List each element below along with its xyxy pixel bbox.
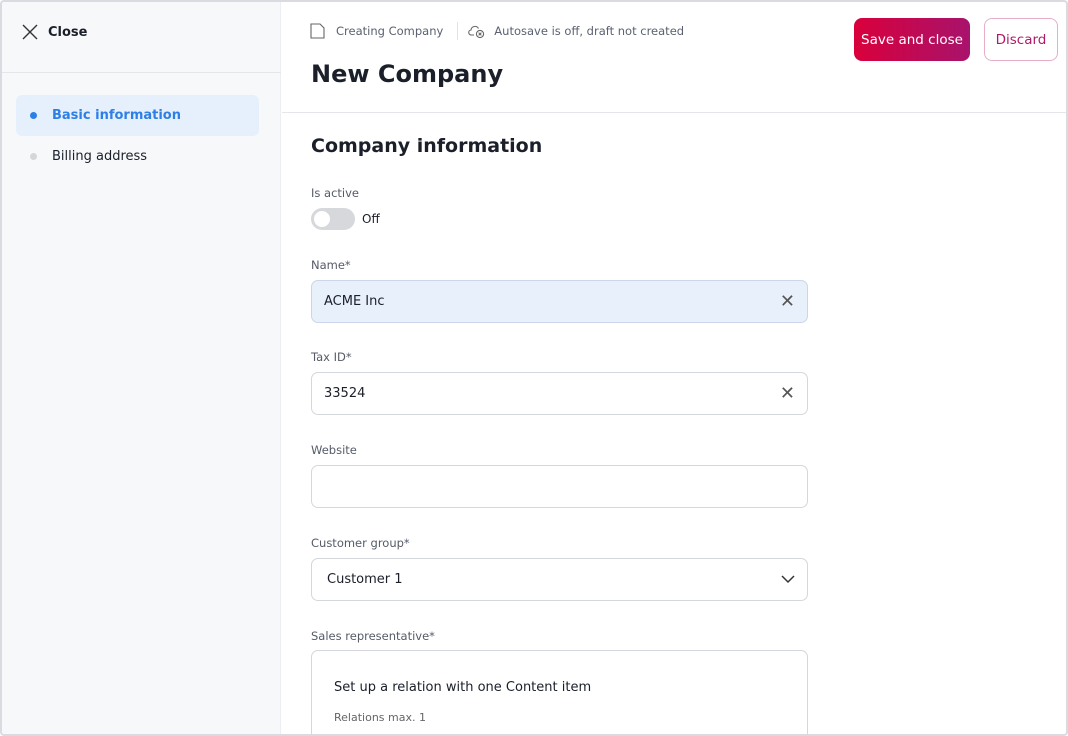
sales-rep-label: Sales representative*	[311, 629, 435, 643]
discard-button[interactable]: Discard	[984, 18, 1058, 61]
website-label: Website	[311, 443, 357, 457]
cloud-off-icon	[468, 25, 485, 39]
nav-item-label: Basic information	[52, 108, 181, 123]
breadcrumb-text: Creating Company	[336, 24, 444, 38]
document-icon	[310, 23, 325, 39]
tax-id-label: Tax ID*	[311, 350, 352, 364]
bullet-icon	[30, 112, 37, 119]
tax-id-value: 33524	[324, 386, 366, 401]
customer-group-label: Customer group*	[311, 536, 410, 550]
is-active-label: Is active	[311, 186, 359, 200]
website-input[interactable]	[311, 465, 808, 508]
toggle-state: Off	[362, 212, 380, 226]
save-and-close-button[interactable]: Save and close	[854, 18, 970, 61]
nav-item-billing-address[interactable]: Billing address	[16, 136, 259, 177]
divider	[457, 22, 459, 40]
relation-hint: Relations max. 1	[334, 711, 426, 724]
close-label: Close	[48, 24, 88, 40]
section-title: Company information	[311, 135, 543, 157]
clear-icon[interactable]: ✕	[779, 291, 795, 312]
name-input[interactable]: ACME Inc ✕	[311, 280, 808, 323]
nav-item-basic-information[interactable]: Basic information	[16, 95, 259, 136]
nav-item-label: Billing address	[52, 149, 148, 164]
name-value: ACME Inc	[324, 294, 385, 309]
divider	[282, 112, 1066, 113]
customer-group-select[interactable]: Customer 1	[311, 558, 808, 601]
bullet-icon	[30, 153, 37, 160]
breadcrumb: Creating Company Autosave is off, draft …	[310, 22, 684, 40]
sales-rep-relation[interactable]: Set up a relation with one Content item …	[311, 650, 808, 734]
is-active-toggle[interactable]	[311, 208, 355, 230]
autosave-status: Autosave is off, draft not created	[494, 24, 685, 38]
section-nav: Basic information Billing address	[16, 95, 259, 177]
sidebar: Close Basic information Billing address	[2, 2, 281, 734]
close-button[interactable]: Close	[22, 24, 87, 40]
toggle-knob	[314, 211, 330, 227]
name-label: Name*	[311, 258, 351, 272]
relation-prompt: Set up a relation with one Content item	[334, 680, 592, 695]
chevron-down-icon	[781, 575, 795, 584]
customer-group-value: Customer 1	[327, 572, 403, 587]
divider	[2, 72, 281, 73]
clear-icon[interactable]: ✕	[779, 383, 795, 404]
main-content: Creating Company Autosave is off, draft …	[282, 2, 1066, 734]
close-icon	[22, 24, 38, 40]
page-title: New Company	[311, 60, 504, 88]
tax-id-input[interactable]: 33524 ✕	[311, 372, 808, 415]
